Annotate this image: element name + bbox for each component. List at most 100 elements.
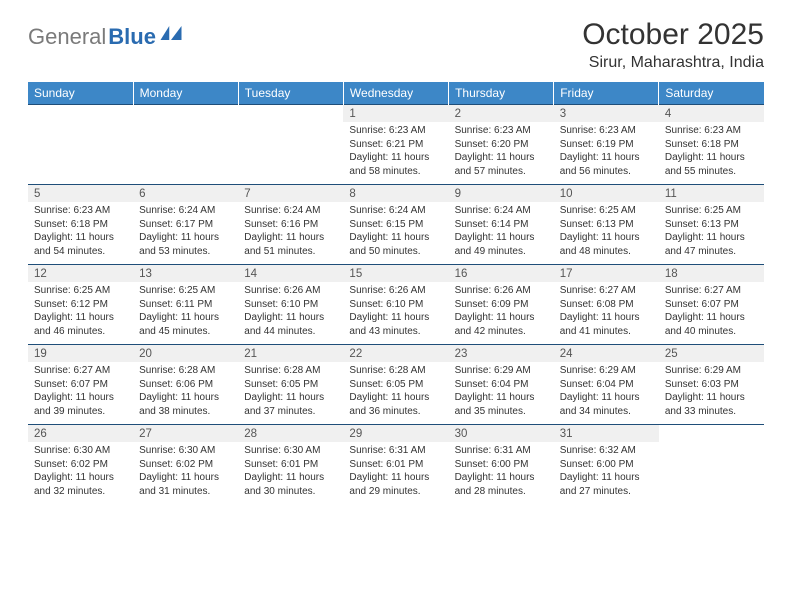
sunrise-line: Sunrise: 6:25 AM bbox=[139, 284, 232, 298]
daylight-line: Daylight: 11 hours and 47 minutes. bbox=[665, 231, 758, 258]
day-info-cell: Sunrise: 6:24 AMSunset: 6:16 PMDaylight:… bbox=[238, 202, 343, 265]
sunset-line: Sunset: 6:11 PM bbox=[139, 298, 232, 312]
sunrise-line: Sunrise: 6:28 AM bbox=[139, 364, 232, 378]
daylight-line: Daylight: 11 hours and 46 minutes. bbox=[34, 311, 127, 338]
daylight-line: Daylight: 11 hours and 49 minutes. bbox=[455, 231, 548, 258]
day-number-cell: 7 bbox=[238, 185, 343, 203]
day-header: Sunday bbox=[28, 82, 133, 105]
day-info-cell: Sunrise: 6:25 AMSunset: 6:12 PMDaylight:… bbox=[28, 282, 133, 345]
day-number-cell: 5 bbox=[28, 185, 133, 203]
day-header: Thursday bbox=[449, 82, 554, 105]
daylight-line: Daylight: 11 hours and 29 minutes. bbox=[349, 471, 442, 498]
day-number-cell bbox=[133, 105, 238, 123]
day-info-cell: Sunrise: 6:26 AMSunset: 6:09 PMDaylight:… bbox=[449, 282, 554, 345]
sunrise-line: Sunrise: 6:29 AM bbox=[665, 364, 758, 378]
day-info-cell: Sunrise: 6:28 AMSunset: 6:06 PMDaylight:… bbox=[133, 362, 238, 425]
sunset-line: Sunset: 6:15 PM bbox=[349, 218, 442, 232]
sunrise-line: Sunrise: 6:25 AM bbox=[34, 284, 127, 298]
day-number-cell bbox=[659, 425, 764, 443]
sunrise-line: Sunrise: 6:24 AM bbox=[244, 204, 337, 218]
week-number-row: 12131415161718 bbox=[28, 265, 764, 283]
day-info-cell: Sunrise: 6:30 AMSunset: 6:02 PMDaylight:… bbox=[28, 442, 133, 504]
daylight-line: Daylight: 11 hours and 43 minutes. bbox=[349, 311, 442, 338]
week-number-row: 19202122232425 bbox=[28, 345, 764, 363]
day-number-cell: 9 bbox=[449, 185, 554, 203]
calendar-table: SundayMondayTuesdayWednesdayThursdayFrid… bbox=[28, 82, 764, 504]
logo: General Blue bbox=[28, 24, 182, 50]
daylight-line: Daylight: 11 hours and 57 minutes. bbox=[455, 151, 548, 178]
day-number-cell: 15 bbox=[343, 265, 448, 283]
day-info-cell: Sunrise: 6:26 AMSunset: 6:10 PMDaylight:… bbox=[238, 282, 343, 345]
daylight-line: Daylight: 11 hours and 39 minutes. bbox=[34, 391, 127, 418]
day-number-cell: 31 bbox=[554, 425, 659, 443]
day-number-cell: 14 bbox=[238, 265, 343, 283]
day-info-cell: Sunrise: 6:27 AMSunset: 6:07 PMDaylight:… bbox=[659, 282, 764, 345]
week-number-row: 1234 bbox=[28, 105, 764, 123]
daylight-line: Daylight: 11 hours and 58 minutes. bbox=[349, 151, 442, 178]
day-info-cell bbox=[659, 442, 764, 504]
day-number-cell: 26 bbox=[28, 425, 133, 443]
sunset-line: Sunset: 6:03 PM bbox=[665, 378, 758, 392]
sunrise-line: Sunrise: 6:26 AM bbox=[244, 284, 337, 298]
day-number-cell bbox=[28, 105, 133, 123]
sunset-line: Sunset: 6:18 PM bbox=[665, 138, 758, 152]
day-header: Wednesday bbox=[343, 82, 448, 105]
day-info-cell: Sunrise: 6:24 AMSunset: 6:15 PMDaylight:… bbox=[343, 202, 448, 265]
week-info-row: Sunrise: 6:27 AMSunset: 6:07 PMDaylight:… bbox=[28, 362, 764, 425]
sunrise-line: Sunrise: 6:23 AM bbox=[34, 204, 127, 218]
day-info-cell: Sunrise: 6:28 AMSunset: 6:05 PMDaylight:… bbox=[343, 362, 448, 425]
sunrise-line: Sunrise: 6:31 AM bbox=[349, 444, 442, 458]
sunset-line: Sunset: 6:04 PM bbox=[560, 378, 653, 392]
sunset-line: Sunset: 6:12 PM bbox=[34, 298, 127, 312]
day-info-cell: Sunrise: 6:31 AMSunset: 6:01 PMDaylight:… bbox=[343, 442, 448, 504]
day-number-cell: 20 bbox=[133, 345, 238, 363]
daylight-line: Daylight: 11 hours and 31 minutes. bbox=[139, 471, 232, 498]
day-info-cell: Sunrise: 6:24 AMSunset: 6:14 PMDaylight:… bbox=[449, 202, 554, 265]
sunset-line: Sunset: 6:20 PM bbox=[455, 138, 548, 152]
day-info-cell: Sunrise: 6:23 AMSunset: 6:18 PMDaylight:… bbox=[659, 122, 764, 185]
sunrise-line: Sunrise: 6:28 AM bbox=[244, 364, 337, 378]
day-number-cell: 27 bbox=[133, 425, 238, 443]
sunrise-line: Sunrise: 6:26 AM bbox=[349, 284, 442, 298]
day-number-cell: 21 bbox=[238, 345, 343, 363]
day-number-cell: 4 bbox=[659, 105, 764, 123]
daylight-line: Daylight: 11 hours and 37 minutes. bbox=[244, 391, 337, 418]
day-info-cell bbox=[28, 122, 133, 185]
sunset-line: Sunset: 6:05 PM bbox=[349, 378, 442, 392]
day-info-cell: Sunrise: 6:24 AMSunset: 6:17 PMDaylight:… bbox=[133, 202, 238, 265]
daylight-line: Daylight: 11 hours and 45 minutes. bbox=[139, 311, 232, 338]
sunset-line: Sunset: 6:04 PM bbox=[455, 378, 548, 392]
day-number-cell: 13 bbox=[133, 265, 238, 283]
day-number-cell: 30 bbox=[449, 425, 554, 443]
day-info-cell: Sunrise: 6:31 AMSunset: 6:00 PMDaylight:… bbox=[449, 442, 554, 504]
sunrise-line: Sunrise: 6:30 AM bbox=[34, 444, 127, 458]
week-info-row: Sunrise: 6:23 AMSunset: 6:21 PMDaylight:… bbox=[28, 122, 764, 185]
day-info-cell: Sunrise: 6:25 AMSunset: 6:13 PMDaylight:… bbox=[659, 202, 764, 265]
day-info-cell: Sunrise: 6:30 AMSunset: 6:02 PMDaylight:… bbox=[133, 442, 238, 504]
daylight-line: Daylight: 11 hours and 54 minutes. bbox=[34, 231, 127, 258]
day-info-cell: Sunrise: 6:23 AMSunset: 6:18 PMDaylight:… bbox=[28, 202, 133, 265]
day-number-cell: 8 bbox=[343, 185, 448, 203]
day-number-cell: 1 bbox=[343, 105, 448, 123]
day-info-cell bbox=[133, 122, 238, 185]
daylight-line: Daylight: 11 hours and 38 minutes. bbox=[139, 391, 232, 418]
day-header: Friday bbox=[554, 82, 659, 105]
daylight-line: Daylight: 11 hours and 55 minutes. bbox=[665, 151, 758, 178]
day-info-cell: Sunrise: 6:26 AMSunset: 6:10 PMDaylight:… bbox=[343, 282, 448, 345]
sunrise-line: Sunrise: 6:27 AM bbox=[665, 284, 758, 298]
sunrise-line: Sunrise: 6:29 AM bbox=[455, 364, 548, 378]
day-info-cell: Sunrise: 6:23 AMSunset: 6:19 PMDaylight:… bbox=[554, 122, 659, 185]
sunset-line: Sunset: 6:07 PM bbox=[34, 378, 127, 392]
day-number-cell: 19 bbox=[28, 345, 133, 363]
daylight-line: Daylight: 11 hours and 42 minutes. bbox=[455, 311, 548, 338]
day-number-cell: 10 bbox=[554, 185, 659, 203]
sunset-line: Sunset: 6:18 PM bbox=[34, 218, 127, 232]
daylight-line: Daylight: 11 hours and 32 minutes. bbox=[34, 471, 127, 498]
sunset-line: Sunset: 6:00 PM bbox=[455, 458, 548, 472]
daylight-line: Daylight: 11 hours and 53 minutes. bbox=[139, 231, 232, 258]
day-info-cell: Sunrise: 6:27 AMSunset: 6:07 PMDaylight:… bbox=[28, 362, 133, 425]
daylight-line: Daylight: 11 hours and 36 minutes. bbox=[349, 391, 442, 418]
day-info-cell: Sunrise: 6:23 AMSunset: 6:21 PMDaylight:… bbox=[343, 122, 448, 185]
day-info-cell bbox=[238, 122, 343, 185]
daylight-line: Daylight: 11 hours and 50 minutes. bbox=[349, 231, 442, 258]
